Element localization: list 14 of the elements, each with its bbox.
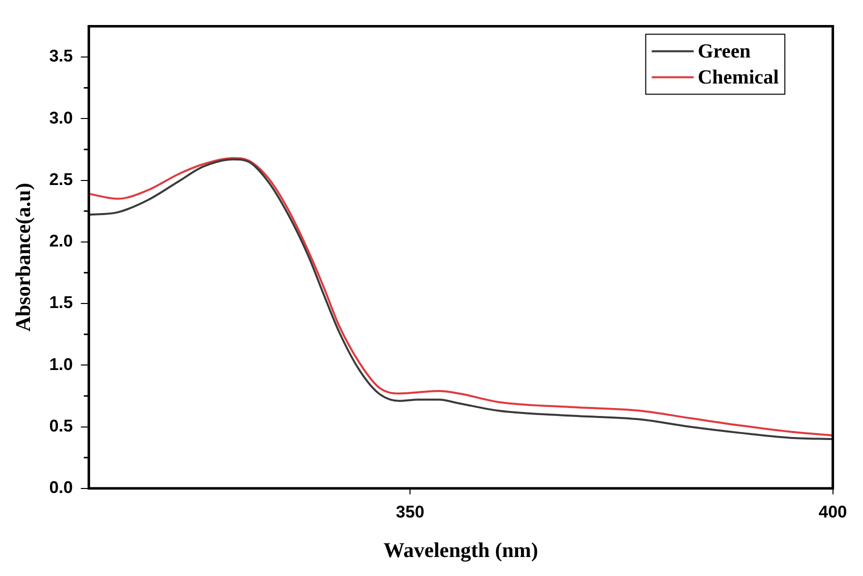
y-tick-label: 2.0 <box>49 232 73 251</box>
y-tick-label: 2.5 <box>49 170 73 189</box>
x-tick-label: 350 <box>396 502 424 522</box>
y-tick-label: 0.5 <box>49 416 73 436</box>
y-tick-label: 1.5 <box>49 293 73 312</box>
legend-label: Chemical <box>698 66 780 88</box>
y-tick-label: 1.0 <box>49 354 73 374</box>
y-tick-label: 3.5 <box>49 46 73 66</box>
x-tick-label: 400 <box>818 502 848 522</box>
x-axis-title: Wavelength (nm) <box>384 538 538 562</box>
legend-label: Green <box>698 40 751 62</box>
y-axis-title: Absorbance(a.u) <box>11 182 36 332</box>
y-tick-label: 3.0 <box>49 108 73 128</box>
y-tick-label: 0.0 <box>49 478 73 498</box>
